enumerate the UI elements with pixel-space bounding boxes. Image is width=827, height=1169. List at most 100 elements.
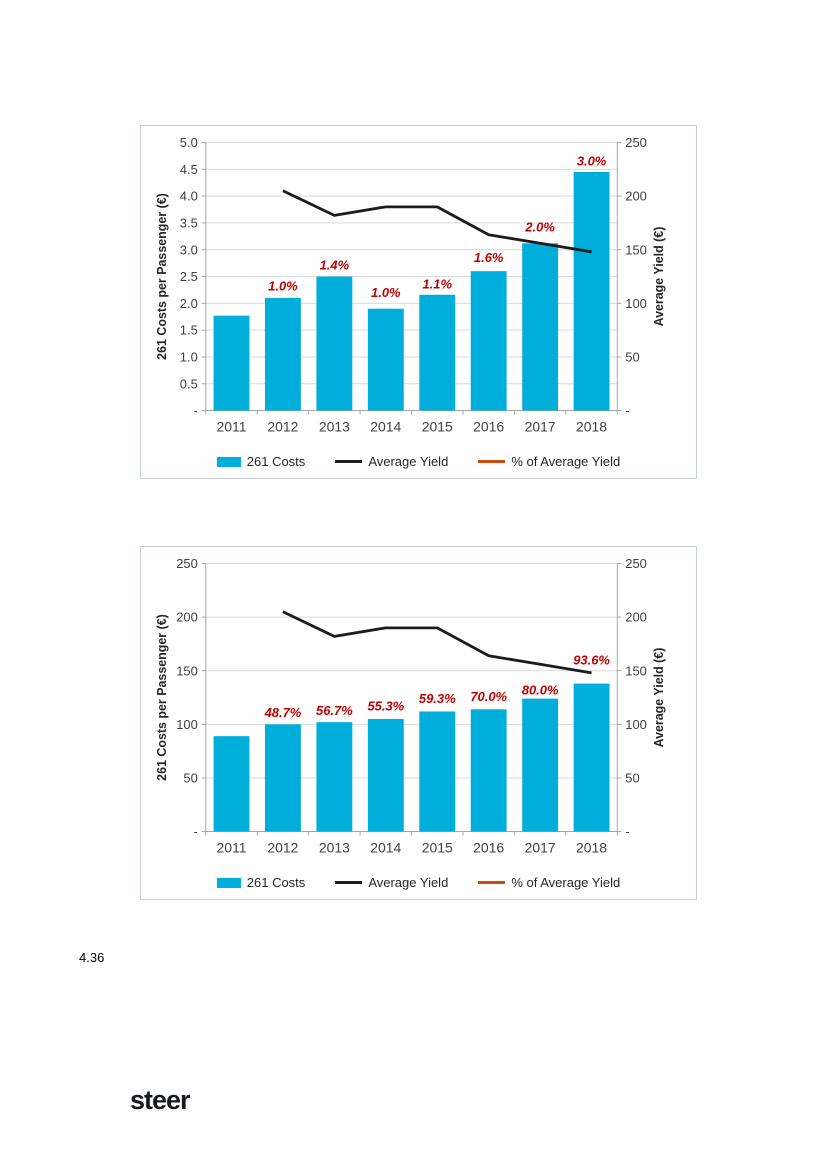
left-tick-label: 150 xyxy=(176,663,198,678)
steer-logo: steer xyxy=(130,1085,191,1115)
right-tick-label: - xyxy=(625,403,629,418)
year-label-2018: 2018 xyxy=(576,839,607,855)
year-label-2016: 2016 xyxy=(473,839,504,855)
bar-2016 xyxy=(470,709,507,832)
right-tick-label: 50 xyxy=(625,349,639,364)
chart-canvas: 48.7% 56.7% 55.3% 59.3% 70.0% 80.0% 93.6% 250 20… xyxy=(155,556,666,855)
percent-label-2015: 1.1% xyxy=(422,277,452,292)
chart-costs-vs-yield-absolute: 48.7% 56.7% 55.3% 59.3% 70.0% 80.0% 93.6% 250 20… xyxy=(140,546,697,900)
left-tick-label: 4.5 xyxy=(180,162,198,177)
year-label-2015: 2015 xyxy=(422,418,453,434)
right-tick-label: - xyxy=(625,824,629,839)
percent-label-2013: 56.7% xyxy=(316,703,353,718)
paragraph-number: 4.36 xyxy=(79,950,105,965)
average-yield-line xyxy=(282,189,592,254)
right-axis-tick-labels: 250 200 150 100 50 - xyxy=(625,135,647,418)
bar-2015 xyxy=(419,711,456,832)
average-yield-line xyxy=(282,610,592,675)
right-axis-tick-labels: 250 200 150 100 50 - xyxy=(625,556,647,839)
bar-2017 xyxy=(522,698,559,832)
bar-2018 xyxy=(573,171,610,411)
right-tick-label: 250 xyxy=(625,135,647,150)
left-tick-label: 250 xyxy=(176,556,198,571)
year-label-2011: 2011 xyxy=(216,418,246,434)
percent-label-2015: 59.3% xyxy=(419,691,456,706)
right-axis-title: Average Yield (€) xyxy=(652,227,666,327)
right-tick-label: 200 xyxy=(625,189,647,204)
chart-costs-vs-yield-percent: 1.0% 1.4% 1.0% 1.1% 1.6% 2.0% 3.0% 5.0 4.5 4.0 3.5… xyxy=(140,125,697,479)
legend-swatch-line-black-icon xyxy=(335,881,363,884)
percent-labels: 48.7% 56.7% 55.3% 59.3% 70.0% 80.0% 93.6% xyxy=(264,653,611,721)
legend-item--of-average-yield: % of Average Yield xyxy=(478,454,620,469)
year-label-2015: 2015 xyxy=(422,839,453,855)
left-axis-tick-labels: 250 200 150 100 50 - xyxy=(176,556,198,839)
left-tick-label: 4.0 xyxy=(180,189,198,204)
left-tick-label: 3.0 xyxy=(180,242,198,257)
left-tick-label: 100 xyxy=(176,717,198,732)
legend-item--of-average-yield: % of Average Yield xyxy=(478,875,620,890)
right-tick-label: 150 xyxy=(625,663,647,678)
right-tick-label: 50 xyxy=(625,770,639,785)
year-label-2017: 2017 xyxy=(525,839,556,855)
legend-item-average-yield: Average Yield xyxy=(335,454,448,469)
legend-swatch-line-orange-icon xyxy=(478,881,506,884)
legend-item-average-yield: Average Yield xyxy=(335,875,448,890)
bar-2011 xyxy=(213,736,250,832)
x-axis-category-labels: 2011 2012 2013 2014 2015 2016 2017 2018 xyxy=(216,839,607,855)
right-axis-title: Average Yield (€) xyxy=(652,648,666,748)
bar-2012 xyxy=(264,297,301,411)
legend-label: Average Yield xyxy=(368,875,449,890)
legend-swatch-line-orange-icon xyxy=(478,460,506,463)
bar-2016 xyxy=(470,271,507,411)
legend-label: 261 Costs xyxy=(246,454,306,469)
left-tick-label: 2.0 xyxy=(180,296,198,311)
legend-swatch-bar-icon xyxy=(216,877,241,888)
year-label-2014: 2014 xyxy=(370,839,401,855)
year-label-2018: 2018 xyxy=(576,418,607,434)
legend-label: Average Yield xyxy=(368,454,449,469)
year-label-2016: 2016 xyxy=(473,418,504,434)
percent-label-2018: 3.0% xyxy=(577,153,607,168)
year-label-2017: 2017 xyxy=(525,418,556,434)
legend-label: % of Average Yield xyxy=(511,454,621,469)
bar-2017 xyxy=(522,243,559,411)
year-label-2013: 2013 xyxy=(319,839,350,855)
percent-label-2017: 2.0% xyxy=(524,220,555,235)
bar-2014 xyxy=(367,718,404,832)
right-tick-label: 200 xyxy=(625,610,647,625)
left-tick-label: - xyxy=(193,824,197,839)
legend-item-261-costs: 261 Costs xyxy=(216,875,306,890)
percent-label-2017: 80.0% xyxy=(522,683,559,698)
percent-label-2016: 1.6% xyxy=(474,250,504,265)
percent-label-2012: 48.7% xyxy=(264,705,302,720)
left-tick-label: 200 xyxy=(176,610,198,625)
chart-legend: 261 Costs Average Yield % of Average Yield xyxy=(141,454,696,469)
bar-2015 xyxy=(419,294,456,411)
percent-label-2014: 55.3% xyxy=(367,699,404,714)
chart-canvas: 1.0% 1.4% 1.0% 1.1% 1.6% 2.0% 3.0% 5.0 4.5 4.0 3.5… xyxy=(155,135,666,434)
bar-2013 xyxy=(316,276,353,411)
chart-legend: 261 Costs Average Yield % of Average Yield xyxy=(141,875,696,890)
percent-label-2012: 1.0% xyxy=(268,279,298,294)
left-tick-label: - xyxy=(193,403,197,418)
year-label-2013: 2013 xyxy=(319,418,350,434)
axes xyxy=(201,142,622,415)
bar-series-261-costs xyxy=(213,683,610,832)
year-label-2014: 2014 xyxy=(370,418,401,434)
left-tick-label: 3.5 xyxy=(180,215,198,230)
legend-label: 261 Costs xyxy=(246,875,306,890)
bar-2018 xyxy=(573,683,610,832)
legend-swatch-bar-icon xyxy=(216,456,241,467)
percent-label-2013: 1.4% xyxy=(320,257,350,272)
x-axis-category-labels: 2011 2012 2013 2014 2015 2016 2017 2018 xyxy=(216,418,607,434)
year-label-2012: 2012 xyxy=(267,839,298,855)
bar-2012 xyxy=(264,724,301,832)
left-tick-label: 0.5 xyxy=(180,376,198,391)
axes xyxy=(201,563,622,836)
left-tick-label: 1.0 xyxy=(180,349,198,364)
left-axis-title: 261 Costs per Passenger (€) xyxy=(155,614,169,781)
year-label-2011: 2011 xyxy=(216,839,246,855)
right-tick-label: 250 xyxy=(625,556,647,571)
year-label-2012: 2012 xyxy=(267,418,298,434)
